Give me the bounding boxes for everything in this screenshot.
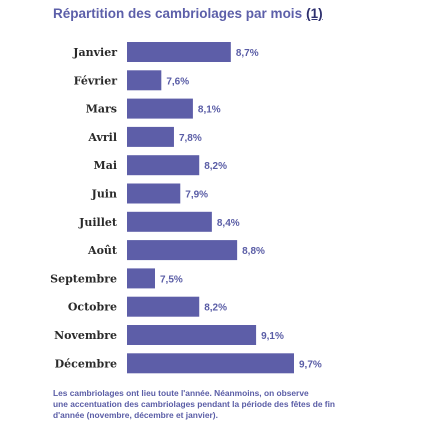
- footnote-line: Les cambriolages ont lieu toute l'année.…: [53, 388, 309, 398]
- footnote-line: d'année (novembre, décembre et janvier).: [53, 410, 218, 420]
- value-label: 8,2%: [204, 161, 227, 172]
- value-label: 8,7%: [236, 48, 259, 59]
- value-label: 7,6%: [166, 76, 189, 87]
- category-label: Février: [74, 74, 118, 87]
- category-label: Octobre: [68, 301, 117, 314]
- chart-footnote: Les cambriolages ont lieu toute l'année.…: [53, 388, 403, 421]
- category-label: Décembre: [55, 357, 117, 370]
- value-label: 8,2%: [204, 303, 227, 314]
- value-label: 8,8%: [242, 246, 265, 257]
- category-label: Août: [87, 244, 118, 257]
- value-label: 9,1%: [261, 331, 284, 342]
- value-label: 7,5%: [160, 274, 183, 285]
- category-label: Janvier: [72, 46, 117, 59]
- footnote-line: une accentuation des cambriolages pendan…: [53, 399, 336, 409]
- bar: [127, 325, 257, 345]
- bar: [127, 296, 200, 317]
- bar-chart: Janvier 8,7% Février 7,6% Mars 8,1% Avril 7,8% M…: [50, 42, 322, 374]
- value-label: 8,1%: [198, 105, 221, 116]
- value-label: 9,7%: [299, 359, 322, 370]
- value-label: 7,9%: [185, 190, 208, 201]
- category-label: Juin: [91, 188, 117, 201]
- value-label: 8,4%: [217, 218, 240, 229]
- category-label: Avril: [87, 131, 117, 144]
- bar: [127, 155, 200, 176]
- bar: [127, 211, 212, 232]
- chart-title-text: Répartition des cambriolages par mois: [53, 6, 303, 21]
- category-label: Juillet: [78, 216, 118, 229]
- bar: [127, 268, 155, 289]
- bar: [127, 70, 162, 91]
- bar: [127, 98, 193, 119]
- bar: [127, 183, 181, 204]
- bar: [127, 353, 294, 374]
- bar: [127, 240, 238, 261]
- footnote-reference-link[interactable]: (1): [306, 6, 323, 21]
- category-label: Novembre: [54, 329, 117, 342]
- category-label: Septembre: [50, 272, 117, 285]
- category-label: Mai: [94, 159, 117, 172]
- chart-title: Répartition des cambriolages par mois (1): [53, 6, 323, 21]
- bar: [127, 42, 231, 62]
- bar: [127, 126, 174, 147]
- value-label: 7,8%: [179, 133, 202, 144]
- category-label: Mars: [86, 103, 117, 116]
